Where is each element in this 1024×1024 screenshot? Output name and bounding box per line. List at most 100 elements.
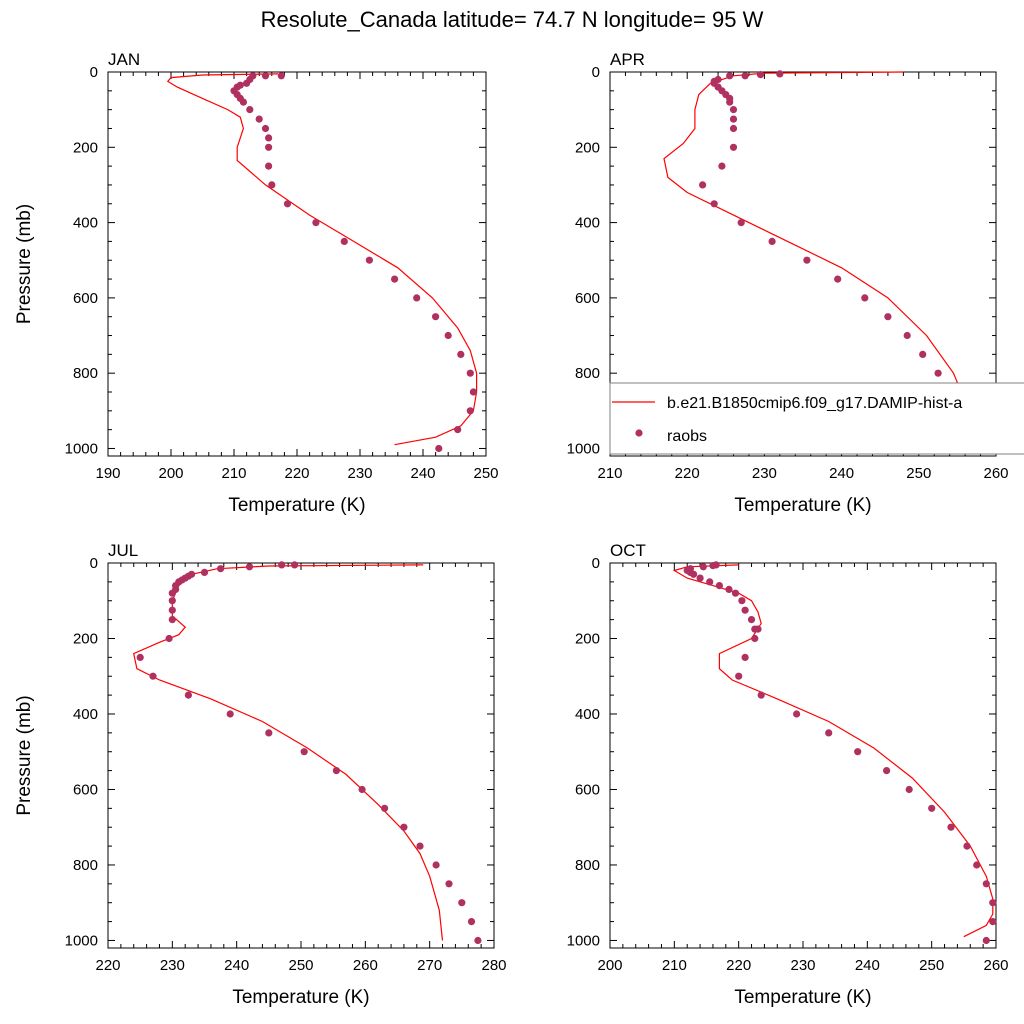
y-tick-label: 400 — [575, 215, 600, 232]
x-tick-label: 200 — [158, 465, 183, 482]
raobs-point — [768, 237, 776, 245]
raobs-point — [469, 388, 477, 396]
raobs-point — [725, 585, 733, 594]
y-tick-label: 200 — [575, 630, 600, 647]
raobs-point — [741, 653, 749, 662]
y-tick-label: 400 — [73, 215, 98, 232]
raobs-point — [381, 804, 389, 812]
y-tick-label: 800 — [575, 365, 600, 382]
raobs-point — [883, 767, 891, 775]
raobs-point — [432, 313, 440, 321]
x-axis-label: Temperature (K) — [228, 495, 365, 516]
raobs-point — [413, 294, 421, 302]
raobs-point — [332, 767, 340, 775]
x-tick-label: 210 — [221, 465, 246, 482]
x-tick-label: 200 — [597, 957, 622, 974]
x-tick-label: 240 — [224, 957, 249, 974]
panel-jul: JUL 220 230 240 250 260 270 280 0 200 400 600 800 100… — [14, 541, 507, 1008]
x-tick-label: 230 — [752, 465, 777, 482]
raobs-point — [416, 842, 424, 850]
raobs-point — [741, 72, 749, 80]
raobs-point — [726, 98, 734, 106]
raobs-point — [757, 691, 765, 699]
raobs-point — [803, 256, 811, 264]
raobs-point — [358, 785, 366, 794]
x-tick-label: 260 — [353, 957, 378, 974]
raobs-point — [168, 606, 176, 614]
raobs-point — [217, 565, 225, 573]
plot-frame — [609, 562, 997, 949]
y-tick-label: 600 — [575, 290, 600, 307]
raobs-point — [718, 162, 726, 170]
raobs-point — [706, 578, 714, 586]
raobs-point — [255, 115, 263, 123]
y-tick-label: 600 — [73, 290, 98, 307]
y-axis-label: Pressure (mb) — [14, 695, 35, 815]
raobs-point — [699, 181, 707, 189]
x-axis-label: Temperature (K) — [232, 987, 369, 1008]
raobs-point — [699, 563, 707, 571]
x-tick-label: 190 — [95, 465, 120, 482]
y-tick-label: 1000 — [567, 440, 600, 457]
raobs-point — [168, 616, 176, 624]
raobs-point — [265, 729, 273, 737]
x-tick-label: 240 — [829, 465, 854, 482]
raobs-point — [738, 597, 746, 605]
panel-title: JAN — [108, 50, 140, 69]
model-line — [133, 564, 444, 941]
raobs-point — [729, 143, 738, 151]
raobs-point — [165, 634, 173, 643]
panel-apr: APR 210 220 230 240 250 260 0 200 400 600 800 1000 Te… — [567, 50, 1009, 516]
raobs-point — [903, 331, 911, 340]
x-tick-label: 210 — [597, 465, 622, 482]
x-tick-label: 220 — [675, 465, 700, 482]
raobs-point — [312, 219, 320, 227]
plot-frame — [107, 71, 487, 457]
y-axis-label: Pressure (mb) — [14, 204, 35, 324]
raobs-point — [243, 79, 251, 87]
y-tick-label: 600 — [575, 781, 600, 798]
y-tick-label: 0 — [592, 64, 600, 81]
raobs-point — [854, 748, 862, 756]
raobs-point — [261, 72, 270, 80]
legend: b.e21.B1850cmip6.f09_g17.DAMIP-hist-arao… — [609, 382, 1024, 455]
x-tick-label: 220 — [95, 957, 120, 974]
main-title: Resolute_Canada latitude= 74.7 N longitu… — [261, 7, 764, 32]
raobs-point — [989, 918, 997, 926]
x-tick-label: 260 — [983, 957, 1008, 974]
raobs-point — [905, 785, 913, 794]
raobs-point — [751, 634, 759, 643]
raobs-point — [715, 582, 724, 590]
raobs-point — [278, 561, 286, 569]
raobs-point — [729, 106, 738, 114]
raobs-point — [474, 936, 482, 945]
y-tick-label: 400 — [575, 706, 600, 723]
raobs-point — [226, 710, 234, 718]
plot-frame — [609, 71, 997, 457]
x-tick-label: 240 — [410, 465, 435, 482]
raobs-point — [458, 899, 466, 907]
raobs-point — [261, 124, 270, 133]
x-axis-label: Temperature (K) — [734, 987, 871, 1008]
raobs-point — [457, 350, 465, 358]
raobs-point — [919, 350, 927, 358]
x-tick-label: 240 — [855, 957, 880, 974]
raobs-point — [696, 574, 704, 582]
raobs-point — [776, 70, 784, 78]
y-tick-label: 0 — [90, 555, 98, 572]
raobs-point — [709, 562, 717, 570]
y-tick-label: 200 — [73, 630, 98, 647]
raobs-point — [928, 804, 936, 812]
raobs-point — [277, 72, 285, 80]
panel-oct: OCT 200 210 220 230 240 250 260 0 200 400 600 800 100… — [567, 541, 1009, 1008]
x-tick-label: 250 — [473, 465, 498, 482]
panel-title: JUL — [108, 541, 138, 560]
raobs-point — [245, 563, 254, 571]
raobs-point — [466, 369, 474, 377]
raobs-point — [982, 880, 990, 888]
y-tick-label: 400 — [73, 706, 98, 723]
raobs-point — [391, 275, 399, 283]
plot-frame — [107, 562, 495, 949]
raobs-point — [756, 71, 765, 79]
